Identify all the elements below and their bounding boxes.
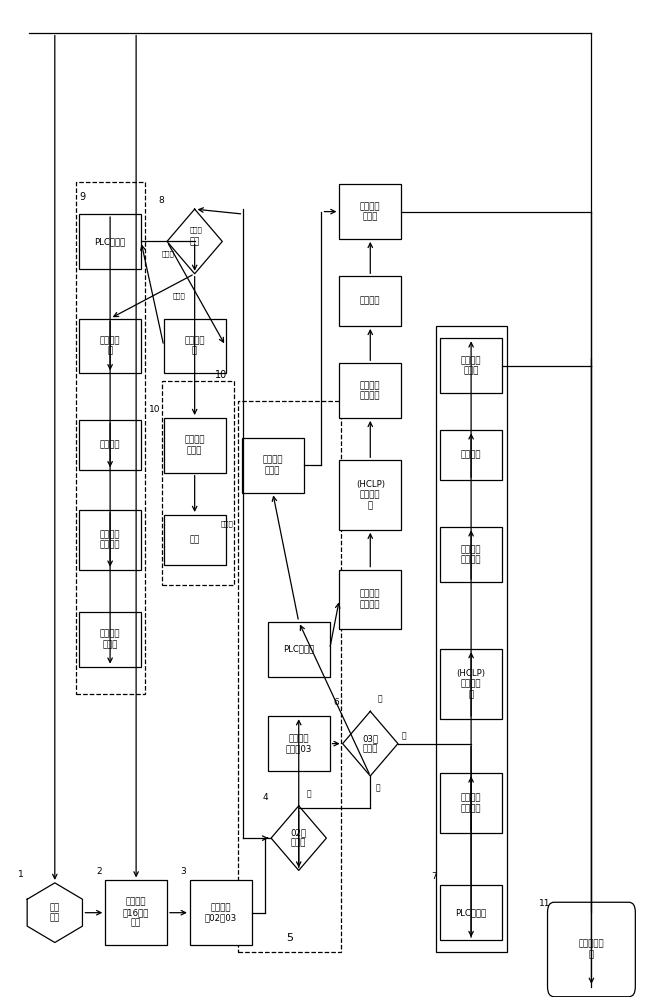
FancyBboxPatch shape xyxy=(164,418,226,473)
Text: 10: 10 xyxy=(215,370,227,380)
Text: 1: 1 xyxy=(18,870,24,879)
Text: PLC控制器: PLC控制器 xyxy=(455,908,487,917)
Text: 6: 6 xyxy=(334,698,339,707)
Text: 输出上限
驱动信号: 输出上限 驱动信号 xyxy=(360,590,380,609)
FancyBboxPatch shape xyxy=(339,570,401,629)
Text: 泵站
启动: 泵站 启动 xyxy=(50,903,60,922)
FancyBboxPatch shape xyxy=(242,438,304,493)
Text: 应急措施
人工介入: 应急措施 人工介入 xyxy=(100,530,120,549)
Text: 维持控制水
位: 维持控制水 位 xyxy=(579,940,604,959)
Text: 常态排水
泵机组: 常态排水 泵机组 xyxy=(184,436,205,455)
FancyBboxPatch shape xyxy=(339,184,401,239)
FancyBboxPatch shape xyxy=(164,515,226,565)
FancyBboxPatch shape xyxy=(79,214,141,269)
Text: 集水井水
位上升: 集水井水 位上升 xyxy=(461,356,482,375)
Text: 11: 11 xyxy=(539,899,551,908)
Text: 减速驱动: 减速驱动 xyxy=(461,451,482,460)
FancyBboxPatch shape xyxy=(339,276,401,326)
FancyBboxPatch shape xyxy=(79,612,141,667)
FancyBboxPatch shape xyxy=(190,880,251,945)
Text: 7: 7 xyxy=(431,872,437,881)
Text: 超上限: 超上限 xyxy=(221,520,234,527)
Text: 是: 是 xyxy=(401,731,406,740)
Text: 集水井水
位下降: 集水井水 位下降 xyxy=(360,202,380,221)
Text: 超上限报
警: 超上限报 警 xyxy=(100,336,120,356)
Text: 否: 否 xyxy=(306,789,311,798)
Text: PLC控制器: PLC控制器 xyxy=(283,645,314,654)
Text: (HCLP)
变频控制
器: (HCLP) 变频控制 器 xyxy=(356,480,385,510)
Text: 超限: 超限 xyxy=(190,237,200,246)
FancyBboxPatch shape xyxy=(440,430,502,480)
Text: 可调速排
水泵机组: 可调速排 水泵机组 xyxy=(360,381,380,400)
FancyBboxPatch shape xyxy=(105,880,167,945)
FancyBboxPatch shape xyxy=(79,420,141,470)
Text: 3: 3 xyxy=(181,867,186,876)
FancyBboxPatch shape xyxy=(339,460,401,530)
Text: 加速驱动: 加速驱动 xyxy=(360,297,380,306)
FancyBboxPatch shape xyxy=(440,527,502,582)
Text: 4: 4 xyxy=(262,793,268,802)
Text: 关闭: 关闭 xyxy=(190,535,200,544)
Text: 超下限: 超下限 xyxy=(190,226,203,233)
Text: PLC控制器: PLC控制器 xyxy=(94,237,126,246)
FancyBboxPatch shape xyxy=(440,773,502,833)
FancyBboxPatch shape xyxy=(339,363,401,418)
FancyBboxPatch shape xyxy=(440,885,502,940)
Text: 常态排水
泵机组: 常态排水 泵机组 xyxy=(262,455,283,475)
FancyBboxPatch shape xyxy=(268,716,329,771)
Text: 水位传感
器02、03: 水位传感 器02、03 xyxy=(205,903,237,922)
Text: 02上
限判别: 02上 限判别 xyxy=(291,828,307,848)
Text: 下限水位
传感器03: 下限水位 传感器03 xyxy=(285,734,312,753)
Text: (HCLP)
变频控制
器: (HCLP) 变频控制 器 xyxy=(457,669,485,699)
Text: 8: 8 xyxy=(158,196,164,205)
Text: 5: 5 xyxy=(286,933,293,943)
Text: 否: 否 xyxy=(375,783,380,792)
Text: 10: 10 xyxy=(149,405,161,414)
Text: 值班人员: 值班人员 xyxy=(100,441,120,450)
Text: 泵水集水
井16水位
检测: 泵水集水 井16水位 检测 xyxy=(123,898,150,928)
Text: 否: 否 xyxy=(378,694,382,703)
FancyBboxPatch shape xyxy=(79,510,141,570)
FancyBboxPatch shape xyxy=(268,622,329,677)
Text: 超上限: 超上限 xyxy=(161,250,174,257)
Text: 9: 9 xyxy=(79,192,85,202)
Text: 输出下限
驱动信号: 输出下限 驱动信号 xyxy=(461,794,482,813)
FancyBboxPatch shape xyxy=(440,338,502,393)
FancyBboxPatch shape xyxy=(79,319,141,373)
Text: 备用排水
泵机组: 备用排水 泵机组 xyxy=(100,630,120,649)
Text: 超上限: 超上限 xyxy=(172,293,185,299)
Text: 可调速排
水泵机组: 可调速排 水泵机组 xyxy=(461,545,482,564)
FancyBboxPatch shape xyxy=(440,649,502,719)
Text: 2: 2 xyxy=(96,867,102,876)
Text: 超下限报
警: 超下限报 警 xyxy=(184,336,205,356)
Text: 03下
限判别: 03下 限判别 xyxy=(362,734,379,753)
FancyBboxPatch shape xyxy=(164,319,226,373)
FancyBboxPatch shape xyxy=(548,902,635,997)
